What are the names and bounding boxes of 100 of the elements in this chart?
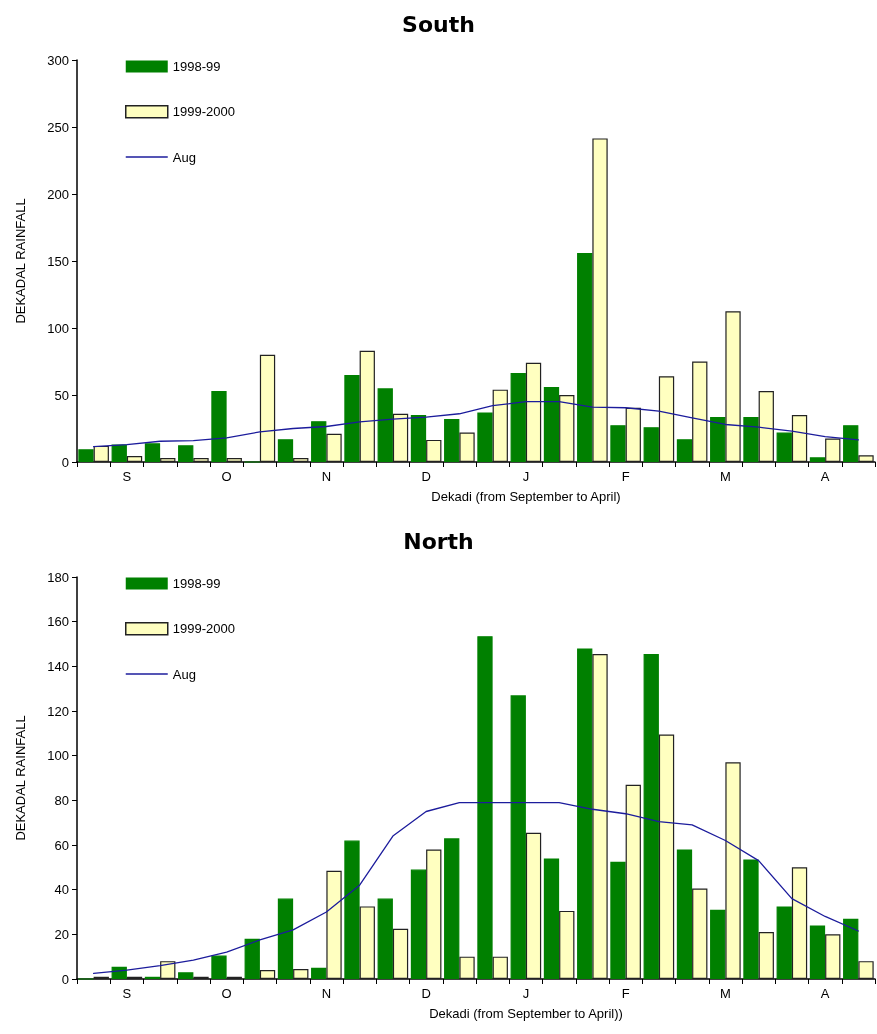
chart-title: North: [403, 528, 474, 554]
bar: [577, 648, 593, 979]
bar: [625, 407, 641, 462]
bar: [359, 906, 375, 979]
bar: [459, 432, 475, 462]
y-tick-label: 120: [47, 703, 69, 719]
bar: [858, 961, 874, 979]
bar: [525, 832, 542, 979]
bar: [226, 457, 242, 462]
bar: [643, 654, 659, 979]
bar: [311, 967, 327, 979]
bar: [825, 438, 841, 462]
bar: [293, 968, 309, 979]
bar: [843, 425, 859, 462]
y-axis-title: DEKADAL RAINFALL: [13, 198, 28, 324]
legend-label: 1999-2000: [172, 104, 235, 120]
bar: [692, 888, 708, 979]
bar: [610, 425, 626, 462]
bar: [658, 734, 675, 979]
x-tick-label: F: [621, 986, 630, 1001]
bar: [326, 870, 342, 979]
bar: [676, 849, 693, 979]
y-tick-label: 200: [47, 186, 69, 202]
y-tick-label: 250: [47, 119, 69, 135]
bar: [776, 432, 792, 462]
x-tick-label: J: [522, 469, 530, 484]
bar: [858, 455, 874, 462]
bar: [825, 934, 841, 979]
y-tick-label: 0: [61, 454, 69, 470]
legend-label: Aug: [172, 666, 196, 682]
bar: [809, 457, 826, 462]
bar: [492, 956, 508, 979]
bar: [725, 762, 741, 979]
bar: [259, 354, 276, 462]
bar: [377, 898, 393, 979]
bar: [178, 445, 194, 462]
x-tick-label: A: [820, 469, 830, 484]
bar: [160, 457, 176, 462]
y-tick-label: 60: [54, 837, 69, 853]
line-series: [92, 401, 860, 448]
bar: [643, 427, 659, 462]
legend-label: 1998-99: [172, 59, 221, 74]
bar: [444, 838, 460, 979]
bar: [559, 910, 575, 979]
x-tick-label: N: [321, 469, 332, 484]
bar: [758, 390, 774, 462]
bar: [692, 361, 708, 462]
bar: [277, 898, 294, 979]
x-axis-title: Dekadi (from September to April): [431, 489, 621, 504]
y-tick-label: 100: [47, 748, 69, 764]
y-tick-label: 180: [47, 569, 69, 585]
bar: [592, 138, 608, 462]
bar: [178, 972, 194, 979]
bar: [293, 457, 309, 462]
y-tick-label: 40: [54, 882, 69, 898]
y-tick-label: 100: [47, 320, 69, 336]
bar: [359, 350, 375, 462]
bar: [144, 443, 161, 462]
bar: [477, 412, 493, 462]
x-tick-label: M: [719, 986, 731, 1001]
bar: [492, 389, 508, 462]
x-tick-label: F: [621, 469, 630, 484]
bar: [725, 311, 741, 462]
y-tick-label: 300: [47, 52, 69, 68]
x-tick-label: N: [321, 986, 332, 1001]
x-tick-label: S: [122, 469, 132, 484]
x-tick-label: O: [221, 469, 232, 484]
line-series: [92, 801, 860, 975]
bar: [392, 928, 409, 979]
y-tick-label: 20: [54, 926, 69, 942]
bar: [160, 961, 176, 979]
bar: [543, 858, 560, 979]
bar: [525, 362, 542, 462]
bar: [344, 374, 360, 462]
y-tick-label: 140: [47, 658, 69, 674]
x-tick-label: A: [820, 986, 830, 1001]
bar: [510, 372, 526, 462]
bar: [791, 415, 808, 462]
bar: [459, 956, 475, 979]
y-axis-title: DEKADAL RAINFALL: [13, 715, 28, 841]
bar: [277, 439, 294, 462]
bar: [743, 417, 759, 462]
bar: [743, 859, 759, 979]
bar: [211, 390, 227, 462]
bar: [326, 433, 342, 462]
bar: [426, 849, 442, 979]
bar: [543, 386, 560, 462]
legend-label: 1998-99: [172, 576, 221, 591]
bar: [559, 395, 575, 462]
bar: [392, 413, 409, 462]
y-tick-label: 160: [47, 614, 69, 630]
bar: [676, 439, 693, 462]
bar: [344, 840, 360, 979]
bar: [843, 918, 859, 979]
bar: [510, 695, 526, 979]
x-tick-label: D: [421, 986, 431, 1001]
bar: [776, 906, 792, 979]
bar: [193, 457, 209, 462]
y-tick-label: 80: [54, 792, 69, 808]
y-tick-label: 50: [54, 387, 69, 403]
